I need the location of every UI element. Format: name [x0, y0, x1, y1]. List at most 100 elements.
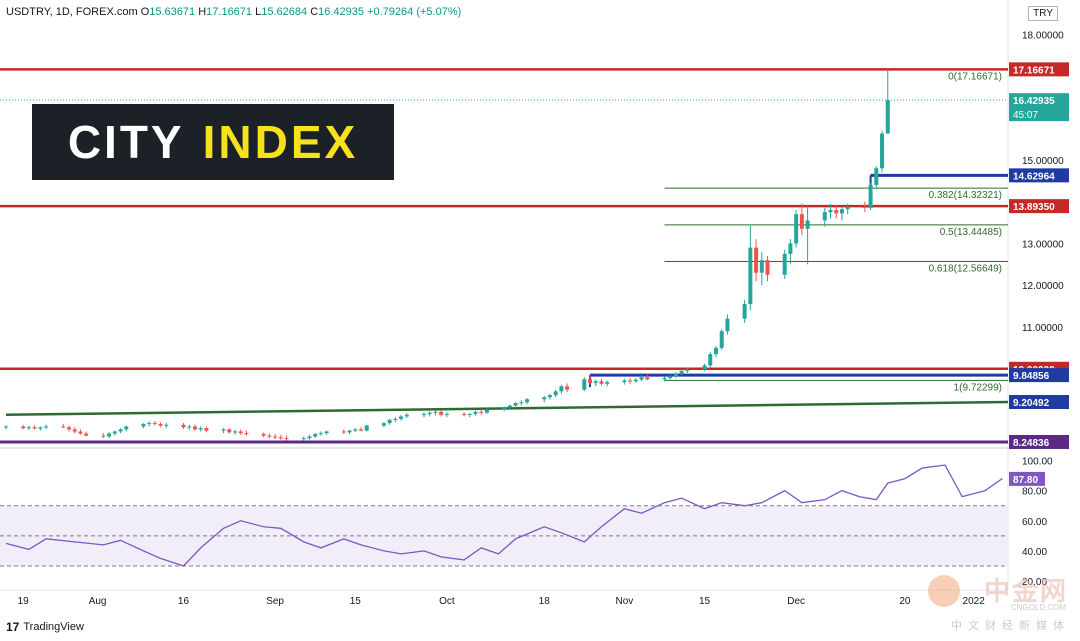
change-value: +0.79264 (+5.07%): [367, 6, 462, 18]
rsi-tick-label: 100.00: [1022, 457, 1053, 468]
candle-body: [181, 424, 186, 428]
candle-body: [588, 379, 593, 383]
low-label: L: [255, 6, 262, 18]
candle-body: [267, 435, 272, 437]
candle-body: [473, 411, 478, 414]
candle-body: [433, 411, 438, 413]
candle-body: [84, 433, 89, 436]
candle-body: [72, 429, 77, 432]
close-value: 16.42935: [318, 6, 365, 18]
price-tick-label: 15.00000: [1022, 156, 1064, 167]
candle-body: [605, 382, 610, 384]
level-badge: 8.24836: [1013, 438, 1050, 449]
level-badge: 13.89350: [1013, 202, 1055, 213]
ohlc-header: USDTRY, 1D, FOREX.com O15.63671 H17.1667…: [6, 6, 461, 18]
candle-body: [788, 243, 793, 254]
candle-body: [244, 433, 249, 435]
candle-body: [559, 386, 564, 392]
candle-body: [845, 206, 850, 210]
candle-body: [347, 430, 352, 433]
candle-body: [662, 377, 667, 380]
candle-body: [61, 426, 66, 428]
candle-body: [794, 214, 799, 244]
rsi-line: [5, 464, 1003, 567]
candle-body: [164, 424, 169, 426]
time-tick-label: Dec: [787, 596, 805, 607]
candle-body: [479, 411, 484, 413]
candle-body: [158, 423, 163, 426]
rsi-tick-label: 60.00: [1022, 517, 1047, 528]
candle-body: [421, 413, 426, 415]
candle-body: [702, 365, 707, 370]
candle-body: [26, 427, 31, 429]
candle-body: [713, 347, 718, 355]
candle-body: [593, 381, 598, 383]
candle-body: [198, 428, 203, 430]
candle-body: [147, 423, 152, 425]
price-tick-label: 13.00000: [1022, 239, 1064, 250]
symbol-label[interactable]: USDTRY, 1D, FOREX.com: [6, 6, 138, 18]
tradingview-label: TradingView: [23, 621, 84, 633]
level-badge-bg: [1009, 368, 1069, 383]
candle-body: [467, 413, 472, 415]
candle-body: [868, 184, 873, 208]
candle-body: [192, 426, 197, 430]
candle-body: [278, 437, 283, 439]
candle-body: [639, 377, 644, 380]
candle-body: [582, 379, 587, 390]
time-tick-label: 15: [350, 596, 362, 607]
candle-body: [353, 429, 358, 431]
candle-body: [404, 414, 409, 417]
candle-body: [238, 431, 243, 434]
candle-body: [754, 247, 759, 273]
candle-body: [828, 210, 833, 213]
candle-body: [204, 428, 209, 431]
candle-body: [708, 354, 713, 366]
rsi-tick-label: 80.00: [1022, 487, 1047, 498]
candle-body: [381, 423, 386, 426]
currency-badge[interactable]: TRY: [1028, 6, 1058, 21]
candle-body: [799, 214, 804, 229]
level-badge-bg: [1009, 199, 1069, 214]
watermark-en: CNGOLD.COM: [1010, 603, 1066, 612]
watermark-sub: 中文财经新媒体: [951, 620, 1070, 632]
candle-body: [341, 431, 346, 433]
candle-body: [633, 379, 638, 382]
candle-body: [547, 395, 552, 398]
candle-body: [542, 397, 547, 400]
trendline-badge-bg: [1009, 395, 1069, 410]
candle-body: [519, 402, 524, 404]
candle-body: [553, 391, 558, 396]
candle-body: [32, 427, 37, 429]
candle-body: [685, 369, 690, 371]
candle-body: [645, 377, 650, 380]
level-badge: 9.84856: [1013, 371, 1050, 382]
candle-body: [462, 413, 467, 415]
current-price-badge: 16.42935: [1013, 96, 1055, 107]
candle-body: [307, 436, 312, 439]
trendline-badge: 9.20492: [1013, 398, 1050, 409]
candle-body: [118, 429, 123, 432]
price-tick-label: 11.00000: [1022, 323, 1063, 334]
rsi-tick-label: 20.00: [1022, 577, 1047, 588]
time-tick-label: 16: [178, 596, 190, 607]
fib-level-label: 0.5(13.44485): [940, 227, 1002, 238]
candle-body: [565, 386, 570, 390]
open-label: O: [140, 6, 150, 18]
candle-body: [874, 168, 879, 185]
tradingview-brand[interactable]: 17 TradingView: [6, 620, 84, 634]
candle-body: [507, 405, 512, 408]
candle-body: [599, 381, 604, 384]
candle-body: [719, 331, 724, 348]
candle-body: [152, 423, 157, 425]
candle-body: [66, 427, 71, 430]
candle-body: [187, 426, 192, 428]
candle-body: [759, 260, 764, 273]
price-tick-label: 12.00000: [1022, 281, 1064, 292]
candle-body: [862, 206, 867, 208]
level-badge: 17.16671: [1013, 65, 1055, 76]
candle-body: [525, 399, 530, 403]
time-tick-label: Nov: [615, 596, 633, 607]
high-value: 17.16671: [206, 6, 253, 18]
